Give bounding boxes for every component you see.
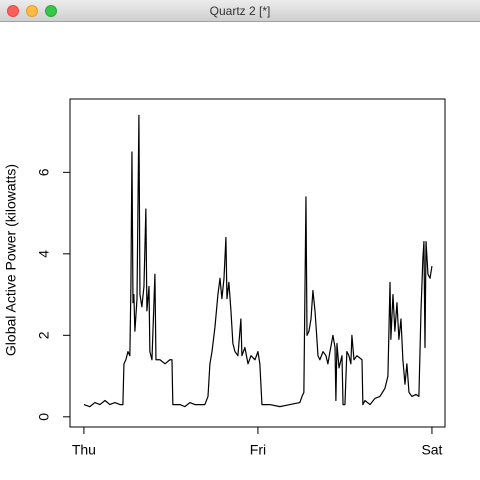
y-axis-label: Global Active Power (kilowatts) — [3, 164, 19, 356]
y-tick-label: 2 — [36, 331, 52, 339]
y-tick-label: 6 — [36, 168, 52, 176]
y-tick-label: 4 — [36, 250, 52, 258]
x-tick-label: Sat — [421, 442, 442, 458]
minimize-button[interactable] — [26, 5, 38, 17]
zoom-button[interactable] — [45, 5, 57, 17]
y-tick-label: 0 — [36, 413, 52, 421]
data-line — [83, 114, 433, 408]
plot-box — [69, 98, 446, 428]
close-button[interactable] — [7, 5, 19, 17]
title-bar: Quartz 2 [*] — [0, 0, 480, 22]
window-title: Quartz 2 [*] — [209, 4, 271, 18]
x-tick-label: Thu — [72, 442, 96, 458]
x-tick-label: Fri — [250, 442, 266, 458]
